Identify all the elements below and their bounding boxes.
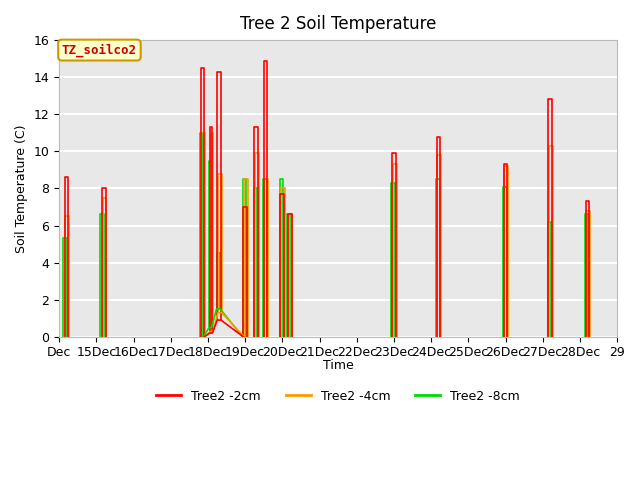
Text: TZ_soilco2: TZ_soilco2	[62, 43, 137, 57]
Legend: Tree2 -2cm, Tree2 -4cm, Tree2 -8cm: Tree2 -2cm, Tree2 -4cm, Tree2 -8cm	[151, 384, 525, 408]
Title: Tree 2 Soil Temperature: Tree 2 Soil Temperature	[240, 15, 436, 33]
Y-axis label: Soil Temperature (C): Soil Temperature (C)	[15, 124, 28, 252]
X-axis label: Time: Time	[323, 360, 353, 372]
